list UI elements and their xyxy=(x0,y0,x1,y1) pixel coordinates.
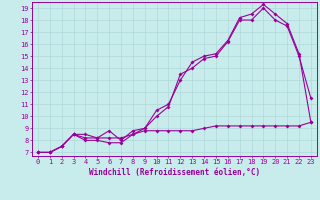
X-axis label: Windchill (Refroidissement éolien,°C): Windchill (Refroidissement éolien,°C) xyxy=(89,168,260,177)
